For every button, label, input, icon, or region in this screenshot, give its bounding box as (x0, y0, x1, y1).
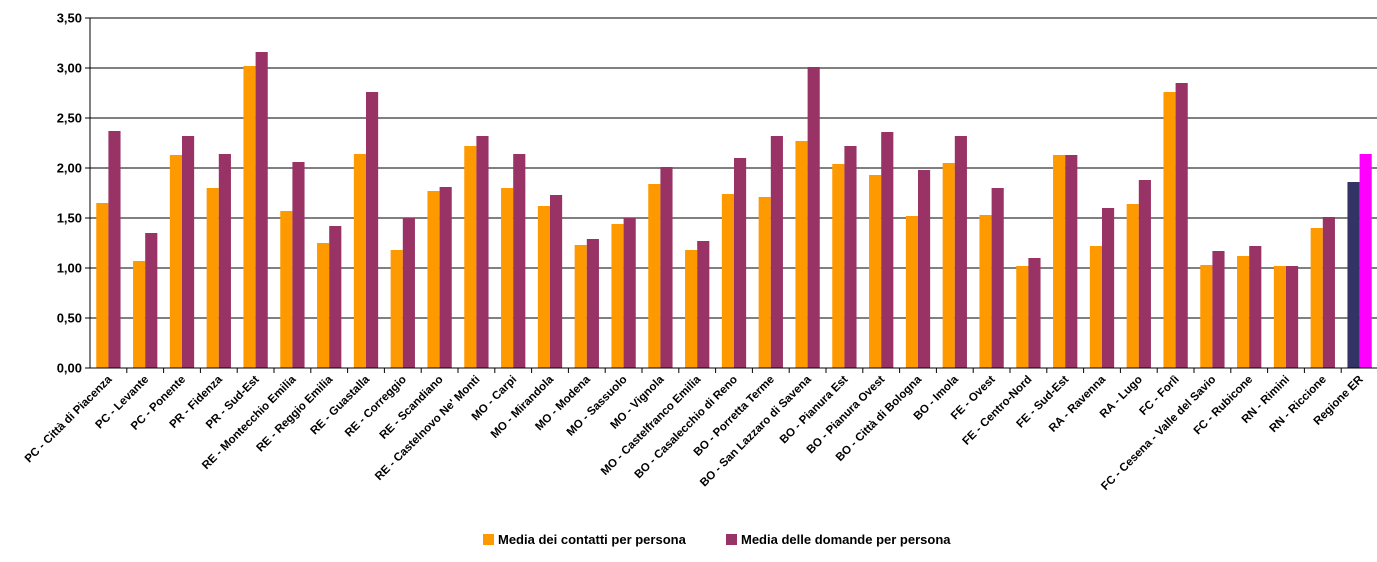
y-tick-label: 2,50 (57, 111, 82, 126)
bar-contatti (795, 141, 808, 368)
bar-domande (1249, 246, 1262, 368)
bar-domande (1175, 83, 1188, 368)
bar-domande (734, 158, 747, 368)
bar-contatti (1016, 266, 1029, 368)
y-tick-label: 2,00 (57, 161, 82, 176)
bar-domande (660, 167, 673, 368)
bar-contatti (464, 146, 477, 368)
bar-domande (697, 241, 710, 368)
legend-swatch (726, 534, 737, 545)
legend: Media dei contatti per persona Media dell… (483, 532, 951, 547)
bar-contatti (501, 188, 514, 368)
bar-contatti (537, 206, 550, 368)
bar-domande (1102, 208, 1115, 368)
bar-contatti (1200, 265, 1213, 368)
bar-contatti (206, 188, 219, 368)
y-tick-label: 0,50 (57, 311, 82, 326)
bar-domande (881, 132, 894, 368)
legend-label: Media delle domande per persona (741, 532, 951, 547)
bar-contatti (869, 175, 882, 368)
bar-contatti (280, 211, 293, 368)
bar-domande (586, 239, 599, 368)
bar-contatti (243, 66, 256, 368)
bar-contatti (758, 197, 771, 368)
bar-domande (182, 136, 195, 368)
bar-domande (1286, 266, 1299, 368)
bar-domande (1138, 180, 1151, 368)
bar-domande (844, 146, 857, 368)
bar-contatti (427, 191, 440, 368)
y-tick-label: 1,50 (57, 211, 82, 226)
y-tick-label: 3,00 (57, 61, 82, 76)
bar-domande (1028, 258, 1041, 368)
y-tick-labels: 0,00 0,50 1,00 1,50 2,00 2,50 3,00 3,50 (57, 11, 82, 376)
bar-contatti (905, 216, 918, 368)
bar-contatti (133, 261, 146, 368)
bar-contatti (1310, 228, 1323, 368)
bar-contatti (317, 243, 330, 368)
legend-swatch (483, 534, 494, 545)
bar-domande (218, 154, 231, 368)
bar-contatti (353, 154, 366, 368)
x-category-label: RE - Scandiano (378, 374, 446, 442)
bar-domande (1359, 154, 1372, 368)
bar-domande (108, 131, 121, 368)
bar-domande (623, 218, 636, 368)
bars (96, 52, 1372, 368)
bar-contatti (832, 164, 845, 368)
x-category-label: FE - Centro-Nord (961, 374, 1035, 448)
bar-domande (954, 136, 967, 368)
y-tick-label: 0,00 (57, 361, 82, 376)
bar-contatti (979, 215, 992, 368)
bar-contatti (1273, 266, 1286, 368)
x-category-label: BO - Pianura Est (778, 374, 851, 447)
bar-contatti (1237, 256, 1250, 368)
bar-contatti (390, 250, 403, 368)
bar-contatti (1089, 246, 1102, 368)
bar-domande (918, 170, 931, 368)
legend-label: Media dei contatti per persona (498, 532, 687, 547)
bar-domande (476, 136, 489, 368)
bar-contatti (1126, 204, 1139, 368)
bar-contatti (169, 155, 182, 368)
bar-domande (1065, 155, 1078, 368)
bar-domande (550, 195, 563, 368)
bar-contatti (1163, 92, 1176, 368)
bar-contatti (96, 203, 109, 368)
bar-domande (513, 154, 526, 368)
bar-contatti (611, 224, 624, 368)
bar-contatti (574, 245, 587, 368)
bar-contatti (721, 194, 734, 368)
bar-domande (1322, 217, 1335, 368)
axes (89, 18, 1377, 373)
bar-domande (770, 136, 783, 368)
bar-domande (255, 52, 268, 368)
bar-contatti (942, 163, 955, 368)
bar-contatti (648, 184, 661, 368)
bar-domande (807, 67, 820, 368)
bar-domande (292, 162, 305, 368)
bar-domande (145, 233, 158, 368)
bar-domande (991, 188, 1004, 368)
bar-domande (402, 218, 415, 368)
y-tick-label: 3,50 (57, 11, 82, 26)
x-category-label: MO - Mirandola (489, 373, 557, 441)
bar-domande (1212, 251, 1225, 368)
bar-domande (439, 187, 452, 368)
bar-domande (329, 226, 342, 368)
bar-domande (366, 92, 379, 368)
bar-contatti (1347, 182, 1360, 368)
y-tick-label: 1,00 (57, 261, 82, 276)
bar-contatti (685, 250, 698, 368)
bar-contatti (1053, 155, 1066, 368)
